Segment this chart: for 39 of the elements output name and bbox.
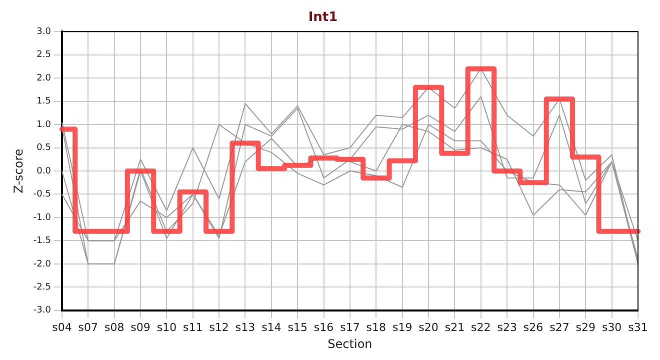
- x-tick-label: s22: [471, 320, 491, 334]
- y-tick-label: 1.0: [36, 120, 52, 130]
- x-tick-label: s19: [392, 320, 412, 334]
- y-tick-label: 2.5: [36, 50, 51, 60]
- x-tick-label: s15: [288, 320, 308, 334]
- x-tick-label: s10: [156, 320, 177, 334]
- x-tick-label: s12: [209, 320, 229, 334]
- x-axis-title: Section: [328, 336, 372, 351]
- x-tick-label: s17: [340, 320, 360, 334]
- y-tick-label: -3.0: [33, 306, 52, 316]
- x-tick-label: s13: [235, 320, 256, 334]
- y-tick-label: -1.0: [33, 212, 52, 223]
- y-tick-label: 0.5: [36, 143, 51, 154]
- x-tick-label: s11: [183, 320, 203, 334]
- y-tick-label: -2.0: [33, 259, 52, 270]
- y-tick-label: -1.5: [33, 236, 51, 246]
- x-tick-label: s09: [130, 320, 150, 334]
- y-tick-label: -0.5: [33, 190, 51, 200]
- x-tick-label: s16: [314, 320, 334, 334]
- x-tick-label: s08: [104, 320, 124, 334]
- chart-title: Int1: [308, 10, 338, 26]
- y-tick-label: -2.5: [33, 282, 51, 293]
- x-tick-label: s26: [523, 320, 544, 334]
- y-tick-label: 1.5: [36, 96, 51, 107]
- x-tick-label: s14: [262, 320, 282, 334]
- x-tick-label: s30: [602, 320, 622, 334]
- y-tick-label: 3.0: [36, 26, 52, 37]
- y-tick-label: 2.0: [36, 73, 52, 84]
- x-tick-label: s07: [78, 320, 98, 334]
- x-tick-label: s31: [628, 320, 648, 334]
- x-tick-label: s23: [497, 320, 517, 334]
- x-tick-label: s18: [366, 320, 386, 334]
- x-tick-label: s20: [418, 320, 438, 334]
- y-axis-title: Z-score: [11, 148, 26, 194]
- y-tick-label: 0.0: [36, 166, 52, 176]
- x-tick-label: s27: [550, 320, 570, 334]
- x-tick-label: s21: [444, 320, 465, 334]
- x-tick-label: s04: [52, 320, 72, 334]
- x-tick-label: s29: [576, 320, 596, 334]
